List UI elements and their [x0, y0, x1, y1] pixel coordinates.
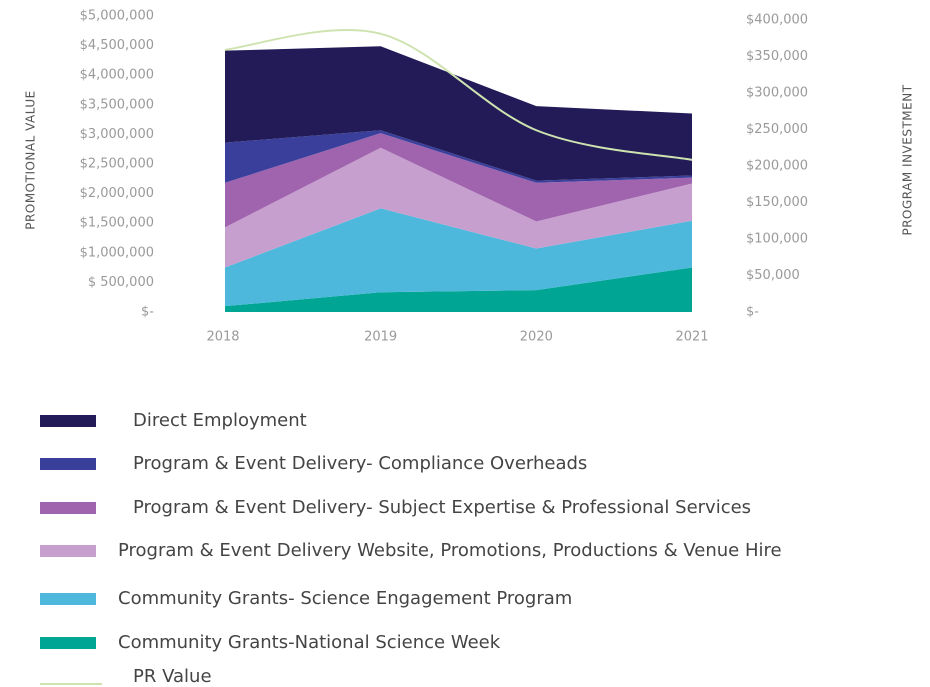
- legend-swatch: [40, 637, 96, 649]
- y-tick-label: $4,500,000: [80, 38, 154, 53]
- y-tick-label: $ 500,000: [88, 275, 154, 290]
- y2-tick-label: $200,000: [746, 159, 808, 174]
- line: [224, 29, 693, 161]
- y-tick-label: $2,000,000: [80, 186, 154, 201]
- area: [225, 130, 692, 183]
- area: [225, 133, 692, 228]
- area: [225, 208, 692, 307]
- legend-label: PR Value: [133, 666, 212, 687]
- legend-label: Program & Event Delivery Website, Promot…: [118, 540, 782, 561]
- y-tick-label: $5,000,000: [80, 9, 154, 24]
- y2-tick-label: $150,000: [746, 195, 808, 210]
- legend-label: Program & Event Delivery- Subject Expert…: [133, 497, 751, 518]
- legend-label: Direct Employment: [133, 410, 307, 431]
- y2-axis-title: PROGRAM INVESTMENT: [901, 84, 915, 235]
- legend-label: Community Grants- Science Engagement Pro…: [118, 588, 572, 609]
- y2-tick-label: $-: [746, 305, 759, 320]
- y2-tick-label: $350,000: [746, 49, 808, 64]
- legend-swatch: [40, 458, 96, 470]
- y-tick-label: $3,500,000: [80, 97, 154, 112]
- y-tick-label: $1,500,000: [80, 216, 154, 231]
- area: [225, 147, 692, 268]
- y2-tick-label: $50,000: [746, 268, 800, 283]
- y-tick-label: $4,000,000: [80, 68, 154, 83]
- x-tick-label: 2020: [520, 330, 553, 345]
- y-tick-label: $3,000,000: [80, 127, 154, 142]
- y-axis-title: PROMOTIONAL VALUE: [24, 90, 38, 229]
- y2-tick-label: $300,000: [746, 86, 808, 101]
- y2-tick-label: $400,000: [746, 13, 808, 28]
- y-tick-label: $-: [141, 305, 154, 320]
- legend-label: Community Grants-National Science Week: [118, 632, 501, 653]
- legend-swatch: [40, 593, 96, 605]
- legend-label: Program & Event Delivery- Compliance Ove…: [133, 453, 587, 474]
- area: [225, 46, 692, 181]
- legend-swatch: [40, 502, 96, 514]
- y2-tick-label: $100,000: [746, 232, 808, 247]
- x-tick-label: 2018: [206, 330, 239, 345]
- legend-swatch: [40, 545, 96, 557]
- x-tick-label: 2021: [675, 330, 708, 345]
- y-tick-label: $1,000,000: [80, 245, 154, 260]
- y-tick-label: $2,500,000: [80, 157, 154, 172]
- y2-tick-label: $250,000: [746, 122, 808, 137]
- legend-swatch: [40, 415, 96, 427]
- area: [225, 267, 692, 312]
- x-tick-label: 2019: [364, 330, 397, 345]
